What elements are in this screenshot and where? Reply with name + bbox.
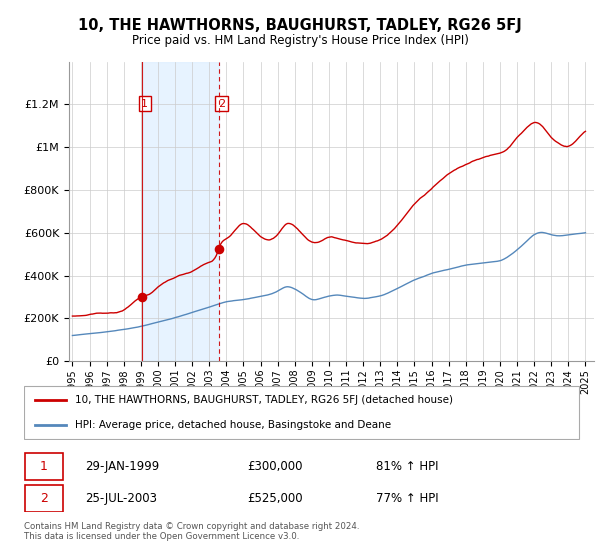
Text: 1: 1	[40, 460, 48, 473]
Text: 29-JAN-1999: 29-JAN-1999	[85, 460, 160, 473]
Text: 10, THE HAWTHORNS, BAUGHURST, TADLEY, RG26 5FJ: 10, THE HAWTHORNS, BAUGHURST, TADLEY, RG…	[78, 18, 522, 34]
Text: £300,000: £300,000	[247, 460, 303, 473]
FancyBboxPatch shape	[24, 386, 579, 438]
Point	[137, 292, 147, 301]
Text: 1: 1	[142, 99, 148, 109]
Text: Contains HM Land Registry data © Crown copyright and database right 2024.
This d: Contains HM Land Registry data © Crown c…	[24, 522, 359, 542]
FancyBboxPatch shape	[25, 485, 63, 512]
Point	[214, 244, 224, 253]
Text: 81% ↑ HPI: 81% ↑ HPI	[376, 460, 438, 473]
Text: 25-JUL-2003: 25-JUL-2003	[85, 492, 157, 505]
Text: 2: 2	[40, 492, 48, 505]
FancyBboxPatch shape	[25, 452, 63, 479]
Text: £525,000: £525,000	[247, 492, 303, 505]
Text: 10, THE HAWTHORNS, BAUGHURST, TADLEY, RG26 5FJ (detached house): 10, THE HAWTHORNS, BAUGHURST, TADLEY, RG…	[76, 395, 454, 404]
Text: HPI: Average price, detached house, Basingstoke and Deane: HPI: Average price, detached house, Basi…	[76, 420, 391, 430]
Text: 77% ↑ HPI: 77% ↑ HPI	[376, 492, 438, 505]
Bar	[142, 62, 219, 361]
Text: Price paid vs. HM Land Registry's House Price Index (HPI): Price paid vs. HM Land Registry's House …	[131, 34, 469, 46]
Text: 2: 2	[218, 99, 225, 109]
